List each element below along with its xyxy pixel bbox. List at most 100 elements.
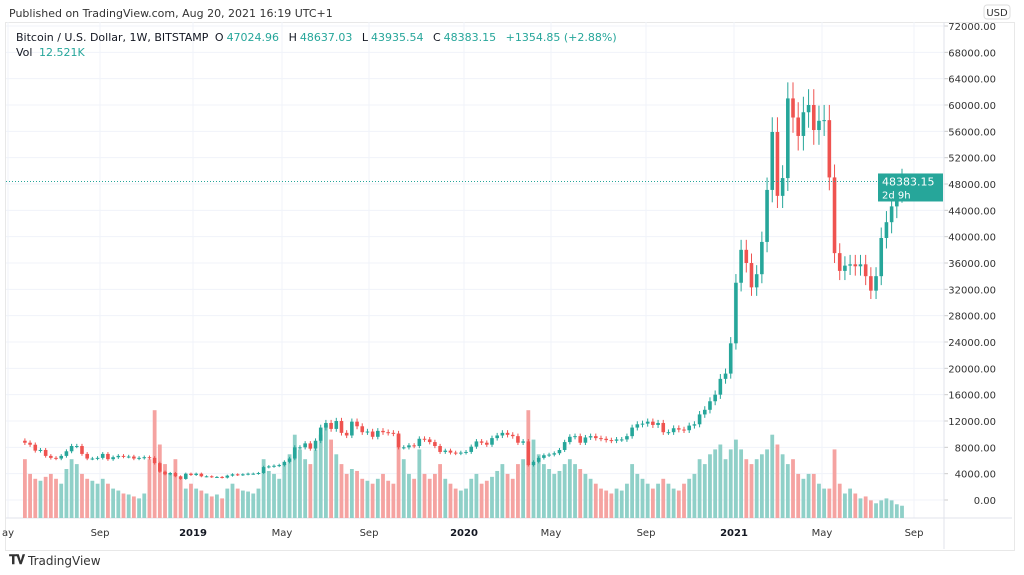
volume-bar <box>490 476 494 518</box>
candle-body <box>313 440 318 449</box>
volume-bar <box>874 503 878 518</box>
candle-body <box>645 421 650 424</box>
volume-bar <box>894 504 899 518</box>
candle-body <box>874 276 878 291</box>
candle-body <box>344 432 349 436</box>
candle-body <box>531 461 536 466</box>
candle-body <box>464 451 468 453</box>
volume-bar <box>744 459 749 518</box>
candle-body <box>630 427 634 437</box>
candle-body <box>329 422 333 429</box>
candle-body <box>583 437 588 443</box>
candle-body <box>360 426 365 433</box>
volume-bar <box>59 483 64 518</box>
candle-body <box>235 474 240 476</box>
candle-body <box>448 450 453 453</box>
volume-bar <box>469 478 474 518</box>
candle-body <box>74 446 79 448</box>
candle-body <box>459 452 463 454</box>
volume-bar <box>370 483 375 518</box>
volume-bar <box>272 473 276 518</box>
volume-bar <box>474 473 479 518</box>
volume-bar <box>375 478 380 518</box>
volume-bar <box>334 454 339 518</box>
candle-body <box>215 476 219 478</box>
candle-body <box>557 449 562 454</box>
candle-body <box>256 473 261 475</box>
currency-label: USD <box>986 8 1008 19</box>
volume-bar <box>697 459 702 518</box>
volume-bar <box>583 473 588 518</box>
volume-value: 12.521K <box>38 46 85 59</box>
candle-body <box>189 473 193 475</box>
volume-bar <box>142 493 147 518</box>
volume-bar <box>692 473 697 518</box>
candle-body <box>121 455 126 457</box>
volume-bar <box>194 488 199 518</box>
candle-body <box>59 455 64 459</box>
volume-bar <box>536 454 541 518</box>
volume-bar <box>458 490 463 518</box>
symbol-title[interactable]: Bitcoin / U.S. Dollar, 1W, BITSTAMP <box>16 31 209 44</box>
candle-body <box>884 222 889 238</box>
candle-body <box>318 427 323 441</box>
volume-bar <box>552 473 557 518</box>
candle-body <box>152 457 157 464</box>
volume-bar <box>671 488 676 518</box>
candle-body <box>889 206 894 223</box>
candle-body <box>760 241 764 275</box>
candle-body <box>542 455 546 458</box>
volume-bar <box>282 464 287 518</box>
candle-body <box>744 249 749 264</box>
volume-bar <box>599 488 603 518</box>
volume-bar <box>74 464 79 518</box>
candle-body <box>614 439 619 441</box>
y-tick-label: 64000.00 <box>948 75 996 86</box>
volume-bar <box>650 488 655 518</box>
candle-body <box>677 428 681 430</box>
candle-body <box>173 473 178 477</box>
candle-body <box>562 442 567 450</box>
volume-bar <box>433 473 437 518</box>
candle-body <box>417 438 422 447</box>
candle-body <box>521 441 525 443</box>
candle-body <box>204 476 209 478</box>
candle-body <box>33 444 38 451</box>
y-tick-label: 56000.00 <box>948 127 996 138</box>
candle-body <box>365 431 370 433</box>
candle-body <box>495 435 499 439</box>
volume-label[interactable]: Vol <box>16 46 33 59</box>
y-tick-label: 40000.00 <box>948 233 996 244</box>
candle-body <box>734 282 738 344</box>
volume-bar <box>765 449 769 518</box>
ohlc-high: H 48637.03 <box>288 31 353 44</box>
x-tick-label: 2019 <box>179 528 207 539</box>
volume-bar <box>879 500 884 518</box>
candle-body <box>251 473 256 475</box>
candle-body <box>267 466 271 468</box>
candle-body <box>625 436 629 440</box>
volume-bar <box>749 464 754 518</box>
candle-body <box>661 422 666 433</box>
footer-brand[interactable]: 𝐓𝐕 TradingView <box>9 553 101 568</box>
volume-bar <box>386 480 391 518</box>
candle-body <box>697 414 702 425</box>
volume-bar <box>111 488 116 518</box>
candle-body <box>547 454 551 456</box>
volume-bar <box>38 480 43 518</box>
candle-body <box>433 442 437 447</box>
y-tick-label: 48000.00 <box>948 180 996 191</box>
volume-bar <box>230 483 235 518</box>
candle-body <box>723 373 728 379</box>
volume-bar <box>656 483 660 518</box>
volume-bar <box>427 478 432 518</box>
volume-bar <box>438 464 442 518</box>
candle-body <box>822 120 826 122</box>
ohlc-low: L 43935.54 <box>361 31 424 44</box>
volume-bar <box>661 478 666 518</box>
volume-bar <box>734 439 738 518</box>
volume-bar <box>339 464 344 518</box>
volume-bar <box>292 434 297 518</box>
chart-legend: Bitcoin / U.S. Dollar, 1W, BITSTAMP O 470… <box>16 30 620 60</box>
